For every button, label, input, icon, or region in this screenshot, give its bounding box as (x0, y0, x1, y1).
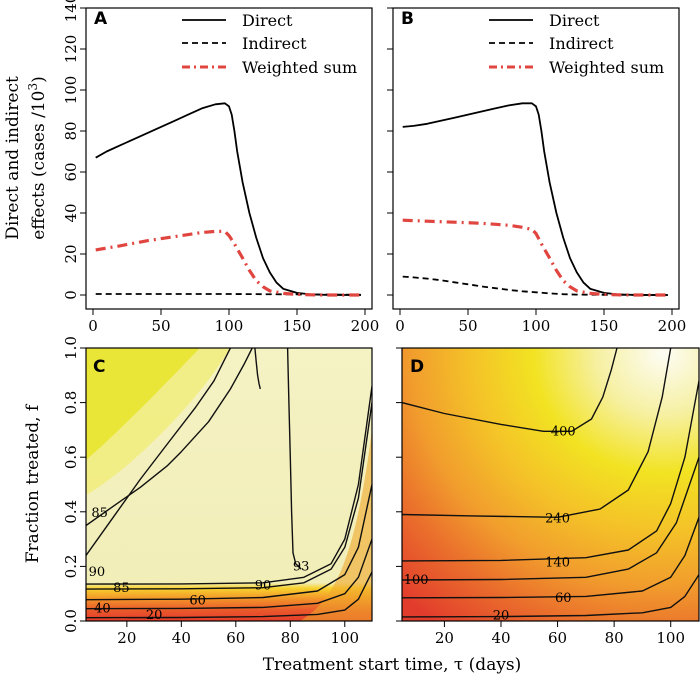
y-tick-label: 0.2 (62, 554, 80, 578)
contour-line-93 (286, 348, 302, 570)
x-tick-label: 50 (458, 317, 477, 335)
x-tick-label: 80 (281, 629, 300, 647)
y-tick-label: 1.0 (62, 336, 80, 360)
legend-indirect-label: Indirect (242, 34, 307, 53)
panel-c-frame (85, 347, 373, 622)
panel-d-heatmap (402, 348, 699, 621)
panel-c-right-region (300, 430, 372, 621)
panel-d-frame (401, 347, 700, 622)
panel-b-label: B (401, 9, 414, 29)
panel-c-mid-region (86, 348, 230, 495)
x-tick-label: 200 (658, 317, 687, 335)
x-tick-label: 100 (330, 629, 359, 647)
top-y-axis-label: Direct and indirect effects (cases /103) (3, 76, 49, 240)
x-tick-label: 0 (395, 317, 405, 335)
top-y-label-line2: effects (cases /103) (26, 76, 49, 240)
x-tick-label: 60 (548, 629, 567, 647)
series-weighted-sum-line (95, 229, 361, 297)
contour-line-85 (86, 402, 372, 590)
series-weighted-sum-line (402, 218, 668, 297)
panel-c-high-region (86, 348, 200, 460)
contour-label: 400 (551, 424, 576, 439)
y-tick-label: 140 (62, 0, 80, 22)
panel-c: C 85 90 85 90 93 60 40 20 20 40 60 80 100 0.0 0.2 0.4 0… (23, 336, 373, 647)
contour-line-100 (402, 456, 699, 581)
contour-label: 20 (146, 608, 163, 623)
contour-label: 240 (545, 512, 570, 527)
panel-d: D 400 240 140 100 60 20 20 40 60 80 100 (396, 347, 700, 647)
contour-label: 100 (404, 573, 429, 588)
panel-a: A 0 50 100 150 200 0 20 40 60 80 100 120 140 Direct … (62, 0, 379, 335)
x-tick-label: 0 (88, 317, 98, 335)
x-tick-label: 80 (605, 629, 624, 647)
legend-weighted-label: Weighted sum (242, 58, 357, 77)
x-tick-label: 150 (590, 317, 619, 335)
y-tick-label: 120 (62, 35, 80, 64)
contour-label: 60 (555, 591, 572, 606)
panel-a-legend: Direct Indirect Weighted sum (182, 11, 357, 77)
legend-indirect-label: Indirect (549, 34, 614, 53)
series-direct-line (402, 102, 668, 296)
panel-a-frame (85, 7, 373, 310)
panel-c-y-axis-label: Fraction treated, f (23, 403, 43, 563)
legend-weighted-label: Weighted sum (549, 58, 664, 77)
contour-line-40 (86, 538, 372, 610)
legend-direct-label: Direct (549, 11, 600, 30)
y-tick-label: 60 (62, 162, 80, 181)
x-tick-label: 150 (283, 317, 312, 335)
contour-label: 60 (189, 594, 206, 609)
x-tick-label: 100 (215, 317, 244, 335)
contour-label: 90 (255, 579, 272, 594)
contour-line-90 (86, 348, 232, 556)
x-tick-label: 100 (656, 629, 685, 647)
y-tick-label: 80 (62, 121, 80, 140)
x-tick-label: 40 (491, 629, 510, 647)
series-indirect-line (402, 275, 668, 296)
contour-line-20 (402, 574, 699, 618)
contour-label: 90 (89, 565, 106, 580)
x-tick-label: 20 (117, 629, 136, 647)
panel-b-legend: Direct Indirect Weighted sum (489, 11, 664, 77)
contour-label: 20 (493, 609, 510, 624)
contour-line-90 (254, 348, 261, 390)
contour-label: 40 (94, 602, 111, 617)
x-tick-label: 200 (351, 317, 380, 335)
y-tick-label: 0.6 (62, 445, 80, 469)
panel-a-label: A (94, 9, 108, 29)
y-tick-label: 100 (62, 76, 80, 105)
x-tick-label: 60 (226, 629, 245, 647)
panel-b-frame (392, 7, 680, 310)
contour-line-240 (402, 348, 672, 518)
panel-b: B 0 50 100 150 200 Direct Indirect Weighted … (387, 7, 687, 335)
contour-line-400 (402, 348, 618, 432)
contour-line-90 (86, 386, 372, 585)
contour-line-140 (402, 380, 699, 562)
panel-d-label: D (410, 357, 424, 377)
contour-line-60 (86, 484, 372, 601)
x-tick-label: 40 (172, 629, 191, 647)
x-tick-label: 50 (151, 317, 170, 335)
y-tick-label: 0 (62, 290, 80, 300)
top-y-label-line1: Direct and indirect (3, 76, 23, 240)
x-tick-label: 20 (435, 629, 454, 647)
series-direct-line (95, 102, 361, 296)
y-tick-label: 0.8 (62, 391, 80, 415)
series-indirect-line (95, 293, 361, 296)
contour-label: 93 (293, 559, 310, 574)
legend-direct-label: Direct (242, 11, 293, 30)
contour-line-60 (402, 517, 699, 599)
contour-line-85 (86, 348, 253, 527)
panel-c-label: C (93, 357, 105, 377)
contour-label: 140 (545, 555, 570, 570)
x-tick-label: 100 (522, 317, 551, 335)
bottom-x-axis-label: Treatment start time, τ (days) (263, 655, 522, 675)
y-tick-label: 0.0 (62, 609, 80, 633)
y-tick-label: 40 (62, 203, 80, 222)
contour-label: 85 (91, 506, 108, 521)
y-tick-label: 20 (62, 244, 80, 263)
y-tick-label: 0.4 (62, 500, 80, 524)
contour-label: 85 (113, 581, 130, 596)
contour-line-20 (86, 571, 372, 619)
